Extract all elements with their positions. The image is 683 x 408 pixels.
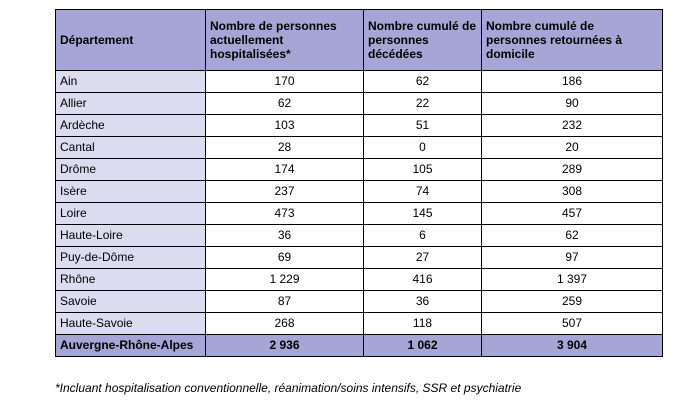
table-body: Ain 170 62 186 Allier 62 22 90 Ardèche 103 51 232 Ca… [55,70,663,357]
table-header-row: Département Nombre de personnes actuelle… [55,9,663,71]
cell-decedes: 27 [363,246,482,269]
table-row: Loire 473 145 457 [55,202,663,225]
cell-hospitalises: 1 229 [205,268,364,291]
table-row: Haute-Loire 36 6 62 [55,224,663,247]
table-row: Ain 170 62 186 [55,70,663,93]
table-row: Cantal 28 0 20 [55,136,663,159]
cell-decedes: 74 [363,180,482,203]
cell-departement: Loire [55,202,206,225]
table-row: Puy-de-Dôme 69 27 97 [55,246,663,269]
cell-retour-domicile: 507 [481,312,663,335]
table-row: Savoie 87 36 259 [55,290,663,313]
header-hospitalises: Nombre de personnes actuellement hospita… [205,9,364,71]
cell-retour-domicile: 20 [481,136,663,159]
cell-hospitalises: 103 [205,114,364,137]
table-row: Rhône 1 229 416 1 397 [55,268,663,291]
cell-departement: Allier [55,92,206,115]
cell-retour-domicile: 97 [481,246,663,269]
cell-hospitalises: 69 [205,246,364,269]
cell-departement: Rhône [55,268,206,291]
cell-hospitalises: 473 [205,202,364,225]
cell-hospitalises: 237 [205,180,364,203]
header-retour-domicile: Nombre cumulé de personnes retournées à … [481,9,663,71]
cell-departement: Drôme [55,158,206,181]
cell-decedes: 105 [363,158,482,181]
cell-decedes: 36 [363,290,482,313]
cell-retour-domicile: 90 [481,92,663,115]
cell-departement: Puy-de-Dôme [55,246,206,269]
cell-retour-domicile: 3 904 [481,334,663,357]
cell-decedes: 0 [363,136,482,159]
cell-hospitalises: 62 [205,92,364,115]
cell-departement: Ain [55,70,206,93]
cell-retour-domicile: 259 [481,290,663,313]
cell-hospitalises: 87 [205,290,364,313]
cell-retour-domicile: 308 [481,180,663,203]
header-departement: Département [55,9,206,71]
cell-decedes: 51 [363,114,482,137]
cell-departement: Haute-Savoie [55,312,206,335]
cell-decedes: 145 [363,202,482,225]
cell-retour-domicile: 457 [481,202,663,225]
table-row: Ardèche 103 51 232 [55,114,663,137]
cell-retour-domicile: 289 [481,158,663,181]
cell-retour-domicile: 62 [481,224,663,247]
table-row: Isère 237 74 308 [55,180,663,203]
header-decedes: Nombre cumulé de personnes décédées [363,9,482,71]
hospitalization-table: Département Nombre de personnes actuelle… [55,9,663,357]
cell-departement: Cantal [55,136,206,159]
cell-departement: Ardèche [55,114,206,137]
cell-decedes: 118 [363,312,482,335]
cell-retour-domicile: 1 397 [481,268,663,291]
cell-departement: Auvergne-Rhône-Alpes [55,334,206,357]
cell-hospitalises: 268 [205,312,364,335]
cell-decedes: 62 [363,70,482,93]
table-row: Allier 62 22 90 [55,92,663,115]
cell-departement: Savoie [55,290,206,313]
cell-departement: Isère [55,180,206,203]
table-row: Drôme 174 105 289 [55,158,663,181]
cell-hospitalises: 2 936 [205,334,364,357]
cell-decedes: 1 062 [363,334,482,357]
cell-hospitalises: 36 [205,224,364,247]
cell-decedes: 22 [363,92,482,115]
cell-decedes: 416 [363,268,482,291]
total-row: Auvergne-Rhône-Alpes 2 936 1 062 3 904 [55,334,663,357]
cell-decedes: 6 [363,224,482,247]
cell-hospitalises: 28 [205,136,364,159]
cell-departement: Haute-Loire [55,224,206,247]
cell-hospitalises: 174 [205,158,364,181]
cell-retour-domicile: 186 [481,70,663,93]
footnote: *Incluant hospitalisation conventionnell… [55,381,522,395]
table-row: Haute-Savoie 268 118 507 [55,312,663,335]
cell-hospitalises: 170 [205,70,364,93]
cell-retour-domicile: 232 [481,114,663,137]
